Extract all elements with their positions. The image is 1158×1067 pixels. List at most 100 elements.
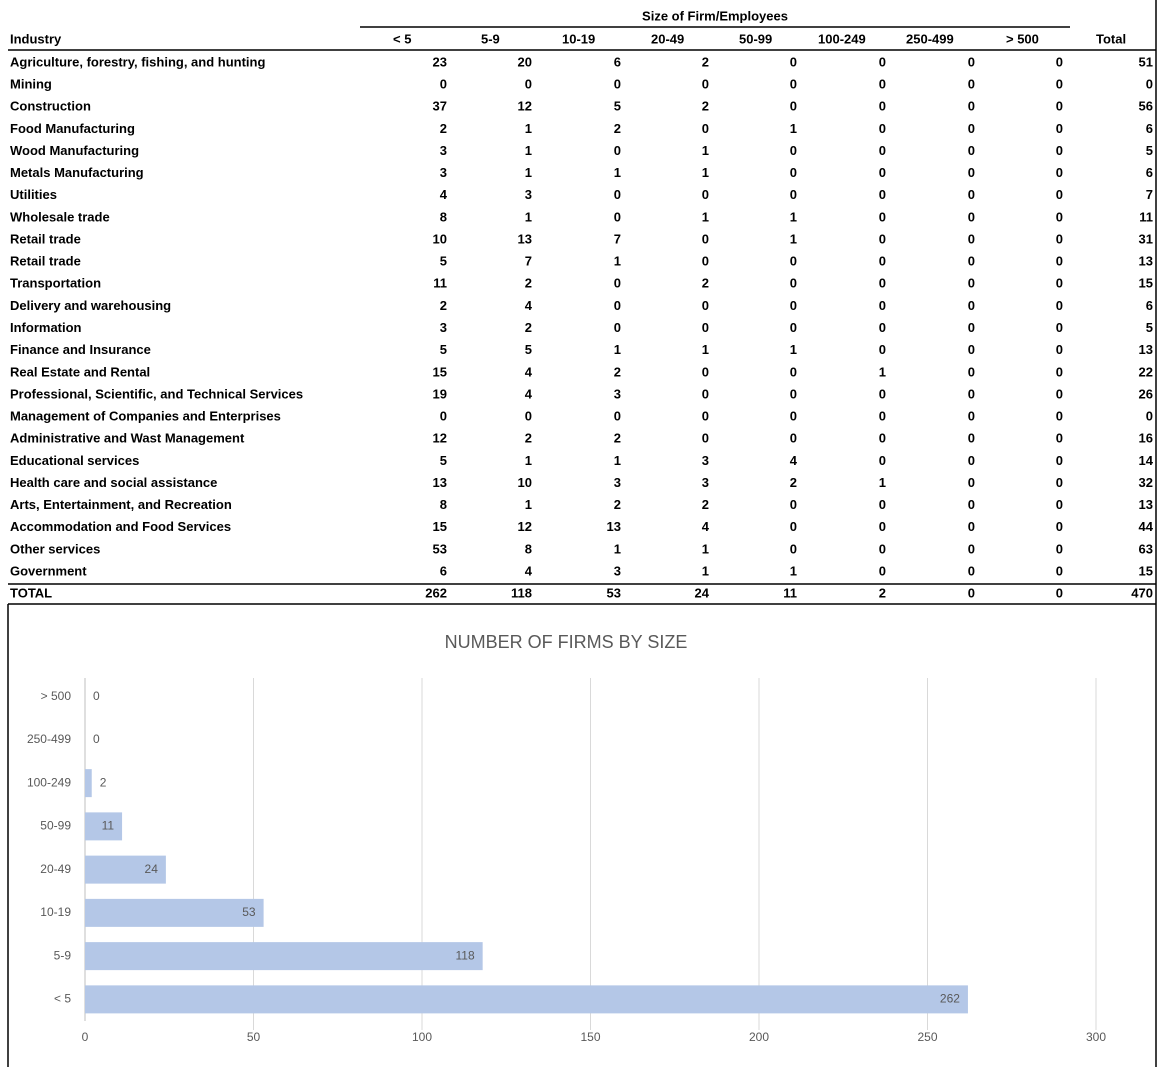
cell-label: Mining — [10, 77, 52, 92]
cell-number: 0 — [1146, 77, 1153, 92]
y-tick-label: 20-49 — [40, 862, 71, 876]
cell-number: 2 — [525, 431, 532, 446]
cell-number: 8 — [525, 541, 532, 556]
y-tick-label: 5-9 — [54, 948, 72, 962]
bar — [85, 769, 92, 798]
cell-number: 0 — [790, 364, 797, 379]
cell-number: 0 — [1056, 54, 1063, 69]
cell-number: 0 — [879, 541, 886, 556]
cell-number: 0 — [968, 541, 975, 556]
cell-number: 1 — [702, 342, 709, 357]
cell-number: 1 — [525, 121, 532, 136]
cell-number: 1 — [614, 453, 621, 468]
cell-label: Delivery and warehousing — [10, 298, 171, 313]
cell-number: 0 — [879, 143, 886, 158]
cell-number: 15 — [1139, 563, 1153, 578]
cell-number: 0 — [790, 409, 797, 424]
cell-number: 0 — [1056, 475, 1063, 490]
cell-label: Metals Manufacturing — [10, 165, 144, 180]
cell-number: 0 — [790, 254, 797, 269]
cell-number: 0 — [790, 431, 797, 446]
cell-number: 13 — [1139, 342, 1153, 357]
cell-number: 2 — [702, 497, 709, 512]
cell-number: 0 — [702, 187, 709, 202]
cell-number: 1 — [702, 165, 709, 180]
cell-number: 2 — [440, 121, 447, 136]
cell-number: 0 — [702, 431, 709, 446]
cell-number: 0 — [1056, 77, 1063, 92]
cell-number: 7 — [614, 231, 621, 246]
cell-number: 1 — [614, 165, 621, 180]
cell-number: 0 — [879, 276, 886, 291]
cell-number: 0 — [1056, 121, 1063, 136]
cell-number: 3 — [614, 386, 621, 401]
cell-label: Construction — [10, 99, 91, 114]
cell-number: 0 — [1056, 187, 1063, 202]
cell-number: 0 — [879, 409, 886, 424]
cell-number: 63 — [1139, 541, 1153, 556]
cell-number: 0 — [790, 54, 797, 69]
cell-number: 13 — [433, 475, 447, 490]
cell-label: Food Manufacturing — [10, 121, 135, 136]
cell-number: 0 — [790, 519, 797, 534]
cell-number: 0 — [702, 386, 709, 401]
cell-number: 13 — [518, 231, 532, 246]
y-tick-label: 10-19 — [40, 905, 71, 919]
cell-number: 0 — [879, 99, 886, 114]
cell-label: Transportation — [10, 276, 101, 291]
cell-number: 0 — [614, 209, 621, 224]
cell-number: 5 — [1146, 320, 1153, 335]
cell-number: 0 — [879, 254, 886, 269]
cell-number: 11 — [1139, 209, 1153, 224]
cell-number: 0 — [1056, 386, 1063, 401]
cell-number: 0 — [968, 409, 975, 424]
cell-number: 0 — [968, 209, 975, 224]
cell-number: 11 — [433, 276, 447, 291]
cell-number: 0 — [1056, 585, 1063, 600]
cell-number: 0 — [614, 298, 621, 313]
cell-number: 0 — [1056, 453, 1063, 468]
cell-number: 0 — [790, 143, 797, 158]
cell-number: 0 — [968, 431, 975, 446]
cell-number: 2 — [525, 320, 532, 335]
cell-number: 0 — [879, 165, 886, 180]
cell-number: 5 — [440, 342, 447, 357]
y-tick-label: 50-99 — [40, 819, 71, 833]
cell-number: 0 — [525, 77, 532, 92]
group-header: Size of Firm/Employees — [642, 8, 788, 23]
data-label: 11 — [102, 819, 115, 833]
cell-number: 0 — [614, 320, 621, 335]
cell-number: 1 — [879, 475, 886, 490]
cell-number: 2 — [614, 364, 621, 379]
cell-label: Arts, Entertainment, and Recreation — [10, 497, 232, 512]
cell-number: 8 — [440, 497, 447, 512]
cell-number: 0 — [702, 364, 709, 379]
cell-number: 1 — [525, 453, 532, 468]
cell-number: 0 — [968, 475, 975, 490]
column-header: 5-9 — [481, 31, 500, 46]
cell-label: Utilities — [10, 187, 57, 202]
cell-number: 0 — [1056, 99, 1063, 114]
cell-number: 6 — [440, 563, 447, 578]
column-header: 250-499 — [906, 31, 954, 46]
bar — [85, 898, 264, 927]
cell-number: 0 — [1056, 431, 1063, 446]
cell-label: Retail trade — [10, 254, 81, 269]
cell-number: 1 — [702, 541, 709, 556]
cell-number: 12 — [518, 99, 532, 114]
data-label: 0 — [93, 689, 100, 703]
cell-number: 6 — [614, 54, 621, 69]
cell-number: 0 — [968, 187, 975, 202]
cell-label: Educational services — [10, 453, 139, 468]
cell-number: 0 — [1056, 342, 1063, 357]
cell-number: 1 — [525, 209, 532, 224]
cell-number: 0 — [1056, 364, 1063, 379]
cell-number: 0 — [968, 99, 975, 114]
cell-number: 0 — [790, 320, 797, 335]
bar — [85, 942, 483, 971]
cell-number: 4 — [525, 386, 533, 401]
cell-number: 0 — [790, 541, 797, 556]
column-header: 50-99 — [739, 31, 772, 46]
cell-number: 7 — [525, 254, 532, 269]
data-label: 0 — [93, 732, 100, 746]
